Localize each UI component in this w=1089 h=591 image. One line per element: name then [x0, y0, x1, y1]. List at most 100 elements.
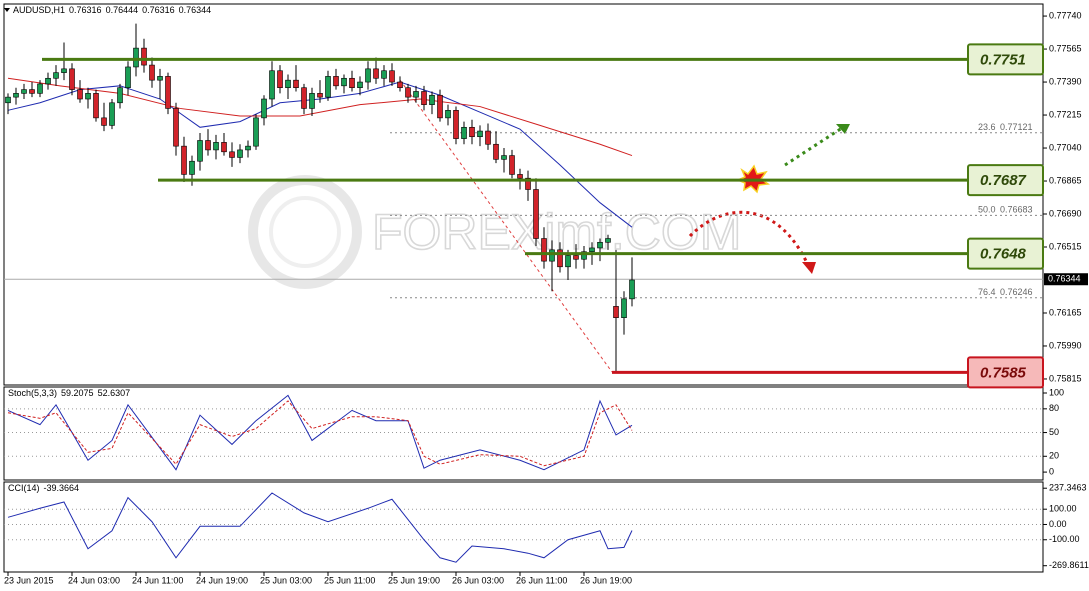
header-value: -39.3664: [44, 483, 80, 493]
candle-body: [389, 70, 395, 83]
candle-body: [77, 89, 83, 100]
header-title: Stoch(5,3,3): [8, 388, 57, 398]
candle-body: [197, 140, 203, 162]
candle-body: [549, 249, 555, 262]
candle-body: [277, 70, 283, 89]
fib-price: 0.77121: [1000, 122, 1033, 132]
y-tick-label: 50: [1049, 427, 1059, 437]
candle-body: [461, 126, 467, 139]
candle-body: [445, 110, 451, 119]
candle-body: [29, 89, 35, 94]
fib-price: 0.76246: [1000, 287, 1033, 297]
candle-body: [333, 76, 339, 87]
candle-body: [565, 255, 571, 268]
candle-body: [405, 87, 411, 98]
candle-body: [349, 77, 355, 89]
candle-body: [13, 93, 19, 98]
panel-header: CCI(14) -39.3664: [8, 483, 79, 493]
candle-body: [173, 108, 179, 147]
candle-body: [117, 87, 123, 104]
candle-body: [493, 143, 499, 160]
moving-average: [7, 77, 633, 157]
header-value: 0.76344: [179, 5, 212, 15]
y-tick-label: 0.76165: [1049, 307, 1082, 317]
candle-body: [557, 249, 563, 268]
panel-header: AUDUSD,H1 0.76316 0.76444 0.76316 0.76344: [13, 5, 211, 15]
candle-body: [325, 76, 331, 98]
level-label: 0.7585: [980, 364, 1027, 381]
candle-body: [237, 149, 243, 158]
panel-header: Stoch(5,3,3) 59.2075 52.6307: [8, 388, 130, 398]
candle-body: [85, 93, 91, 100]
header-value: 59.2075: [61, 388, 94, 398]
candle-body: [229, 151, 235, 158]
y-tick-label: 0.77390: [1049, 76, 1082, 86]
x-tick-label: 24 Jun 19:00: [196, 575, 248, 585]
candle-body: [341, 77, 347, 87]
candle-body: [269, 70, 275, 100]
candle-body: [309, 93, 315, 109]
header-title: CCI(14): [8, 483, 40, 493]
trend-line: [399, 79, 613, 373]
last-price-label: 0.76344: [1048, 274, 1081, 284]
candle-body: [253, 117, 259, 147]
fib-ratio: 23.6: [978, 122, 996, 132]
header-value: 0.76316: [142, 5, 175, 15]
up-arrow-head: [836, 124, 850, 134]
indicator-line: [7, 492, 633, 563]
candle-body: [141, 47, 147, 66]
indicator-line: [7, 400, 633, 467]
candle-body: [365, 68, 371, 83]
candle-body: [397, 81, 403, 89]
level-label: 0.7687: [980, 172, 1027, 189]
watermark: FOREXimf.COM: [372, 204, 741, 260]
y-tick-label: 0.00: [1049, 519, 1067, 529]
y-tick-label: 20: [1049, 451, 1059, 461]
candle-body: [477, 130, 483, 138]
header-value: 0.76444: [106, 5, 139, 15]
y-tick-label: 237.3463: [1049, 483, 1087, 493]
candle-body: [101, 117, 107, 126]
candle-body: [605, 238, 611, 243]
candle-body: [317, 93, 323, 98]
up-arrow: [784, 126, 843, 167]
candle-body: [517, 174, 523, 179]
level-box: [967, 164, 1044, 197]
candle-body: [133, 47, 139, 68]
y-tick-label: 0.76515: [1049, 241, 1082, 251]
candle-body: [501, 155, 507, 160]
candle-body: [373, 68, 379, 79]
level-label: 0.7648: [980, 246, 1027, 263]
candle-body: [213, 142, 219, 151]
x-tick-label: 23 Jun 2015: [4, 575, 54, 585]
candle-body: [357, 81, 363, 89]
candle-body: [285, 79, 291, 89]
y-tick-label: 0.75990: [1049, 340, 1082, 350]
level-label: 0.7751: [980, 51, 1026, 68]
header-arrow: [4, 8, 10, 12]
fib-ratio: 76.4: [978, 287, 996, 297]
candle-body: [149, 64, 155, 81]
candle-body: [53, 72, 59, 79]
candle-body: [93, 93, 99, 119]
candle-body: [421, 91, 427, 105]
candle-body: [509, 155, 515, 175]
candle-body: [221, 142, 227, 153]
y-tick-label: 0.77040: [1049, 142, 1082, 152]
fib-ratio: 50.0: [978, 205, 996, 215]
header-value: 0.76316: [69, 5, 102, 15]
candle-body: [413, 91, 419, 98]
header-value: 52.6307: [98, 388, 131, 398]
header-title: AUDUSD,H1: [13, 5, 65, 15]
y-tick-label: -100.00: [1049, 534, 1080, 544]
candle-body: [589, 247, 595, 253]
candle-body: [293, 79, 299, 89]
x-tick-label: 26 Jun 19:00: [580, 575, 632, 585]
candle-body: [5, 96, 11, 104]
candle-body: [613, 306, 619, 318]
y-tick-label: 80: [1049, 403, 1059, 413]
level-box: [967, 43, 1044, 76]
candle-body: [45, 77, 51, 85]
